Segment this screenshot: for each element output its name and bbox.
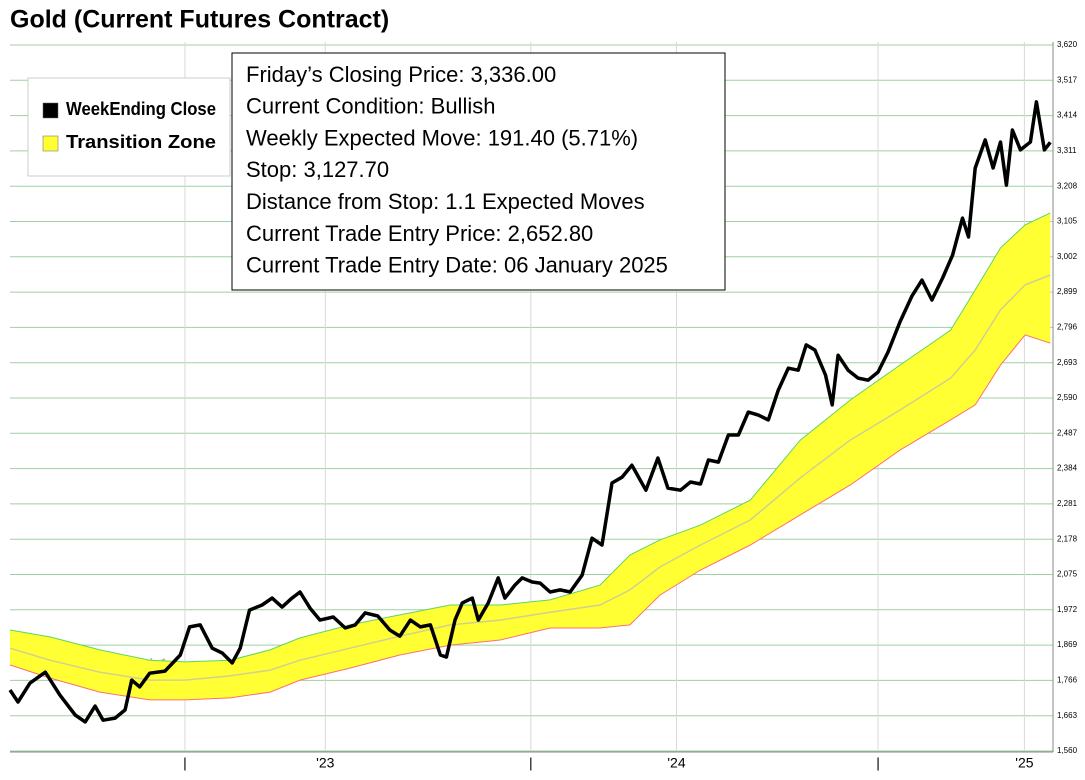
x-tick-label: '24: [667, 755, 685, 771]
y-tick-label: 2,384: [1057, 464, 1078, 473]
y-tick-label: 2,796: [1057, 323, 1078, 332]
info-line: Weekly Expected Move: 191.40 (5.71%): [246, 125, 638, 150]
zone-middle: [9, 274, 1051, 681]
legend-swatch: [42, 102, 59, 119]
plot-area: X: @AlgoTrendTrade1: [8, 42, 1053, 752]
info-line: Stop: 3,127.70: [246, 157, 389, 182]
x-tick-label: '23: [316, 755, 334, 771]
y-tick-label: 2,590: [1057, 393, 1078, 402]
legend-label: WeekEnding Close: [66, 99, 216, 119]
info-line: Current Trade Entry Date: 06 January 202…: [246, 253, 668, 278]
y-tick-label: 3,002: [1057, 252, 1078, 261]
legend-box: [27, 77, 231, 177]
y-tick-label: 2,487: [1057, 428, 1078, 437]
y-tick-label: 2,693: [1057, 358, 1078, 367]
y-tick-label: 1,766: [1057, 676, 1078, 685]
transition-zone: [10, 212, 1051, 700]
info-box: [231, 52, 726, 291]
info-line: Current Condition: Bullish: [246, 94, 495, 119]
y-tick-label: 2,899: [1057, 287, 1078, 296]
y-tick-label: 1,663: [1057, 711, 1078, 720]
info-line: Friday’s Closing Price: 3,336.00: [246, 62, 556, 87]
y-tick-label: 1,972: [1057, 605, 1078, 614]
info-line: Distance from Stop: 1.1 Expected Moves: [246, 189, 645, 214]
y-tick-label: 3,414: [1057, 111, 1078, 120]
x-tick-label: '25: [1015, 755, 1033, 771]
legend-swatch: [42, 135, 59, 152]
legend-label: Transition Zone: [66, 132, 216, 152]
y-tick-label: 3,311: [1057, 146, 1077, 155]
y-tick-label: 3,620: [1057, 40, 1078, 49]
y-tick-label: 1,560: [1057, 746, 1078, 755]
info-line: Current Trade Entry Price: 2,652.80: [246, 221, 593, 246]
y-tick-label: 2,075: [1057, 570, 1078, 579]
x-tick-label: |: [183, 755, 187, 771]
x-tick-label: |: [529, 755, 533, 771]
y-tick-label: 2,281: [1057, 499, 1078, 508]
zone-upper: [9, 212, 1051, 663]
y-tick-label: 3,517: [1057, 75, 1078, 84]
zone-lower: [9, 334, 1051, 701]
x-tick-label: |: [876, 755, 880, 771]
chart-title: Gold (Current Futures Contract): [10, 6, 389, 34]
y-tick-label: 2,178: [1057, 534, 1078, 543]
y-tick-label: 3,208: [1057, 181, 1078, 190]
overlay: 1,560 1,663 1,766 1,869 1,972 2,075 2,178 2,281…: [27, 40, 1078, 771]
close-line: [8, 100, 1052, 724]
y-tick-label: 3,105: [1057, 217, 1078, 226]
y-tick-label: 1,869: [1057, 640, 1078, 649]
